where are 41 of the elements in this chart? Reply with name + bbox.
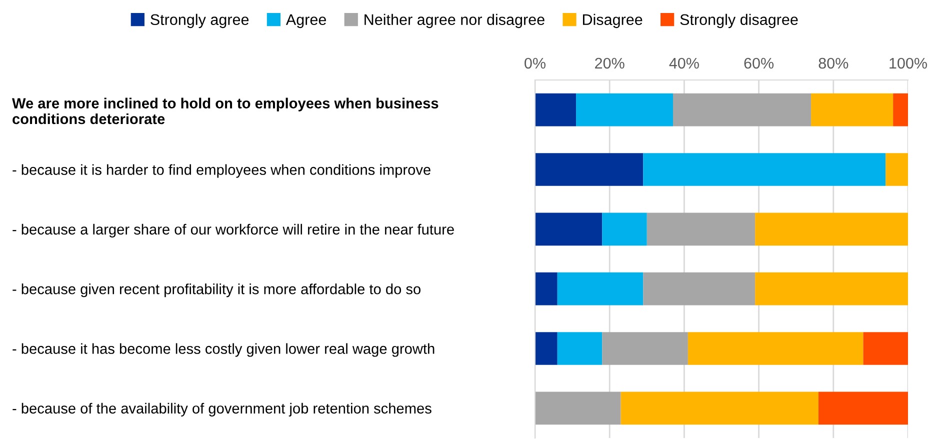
bar	[620, 392, 818, 425]
bar	[755, 272, 908, 306]
x-tick-label: 0%	[524, 58, 546, 69]
bar	[811, 93, 894, 126]
legend-label: Agree	[286, 14, 326, 28]
bar	[673, 93, 812, 126]
bar	[688, 332, 864, 365]
x-tick-label: 80%	[818, 58, 848, 69]
bar	[863, 332, 908, 365]
y-tick-label: We are more inclined to hold on to employees when business conditions deteriorate	[12, 98, 438, 124]
x-tick-label: 60%	[744, 58, 774, 69]
y-tick-label: - because it has become less costly given lower real wage growth	[12, 343, 434, 357]
legend-label: Strongly disagree	[680, 14, 798, 28]
y-tick-label: - because a larger share of our workforce will retire in the near future	[12, 224, 454, 238]
legend-label: Neither agree nor disagree	[364, 14, 544, 28]
bar	[886, 153, 908, 186]
y-tick-label: - because of the availability of government job retention schemes	[12, 402, 432, 416]
bar	[646, 212, 756, 246]
legend-label: Strongly agree	[150, 14, 249, 28]
bar	[755, 212, 908, 246]
bar	[602, 212, 647, 246]
legend-label: Disagree	[583, 14, 642, 28]
x-tick-label: 20%	[595, 58, 624, 69]
bar	[535, 332, 558, 365]
y-tick-label: - because given recent profitability it is more affordable to do so	[12, 284, 420, 298]
bar	[643, 153, 886, 186]
bar	[557, 272, 644, 306]
bar	[535, 212, 602, 246]
bar	[818, 392, 908, 425]
bar	[576, 93, 674, 126]
y-tick-label: - because it is harder to find employees when conditions improve	[12, 164, 430, 178]
bar	[535, 153, 644, 186]
bar	[643, 272, 756, 306]
x-tick-label: 40%	[669, 58, 699, 69]
bar	[893, 93, 908, 126]
bar	[535, 272, 558, 306]
bar	[535, 392, 621, 425]
bar	[557, 332, 602, 365]
bar	[535, 93, 576, 126]
bar	[602, 332, 688, 365]
x-tick-label: 100%	[890, 58, 927, 69]
